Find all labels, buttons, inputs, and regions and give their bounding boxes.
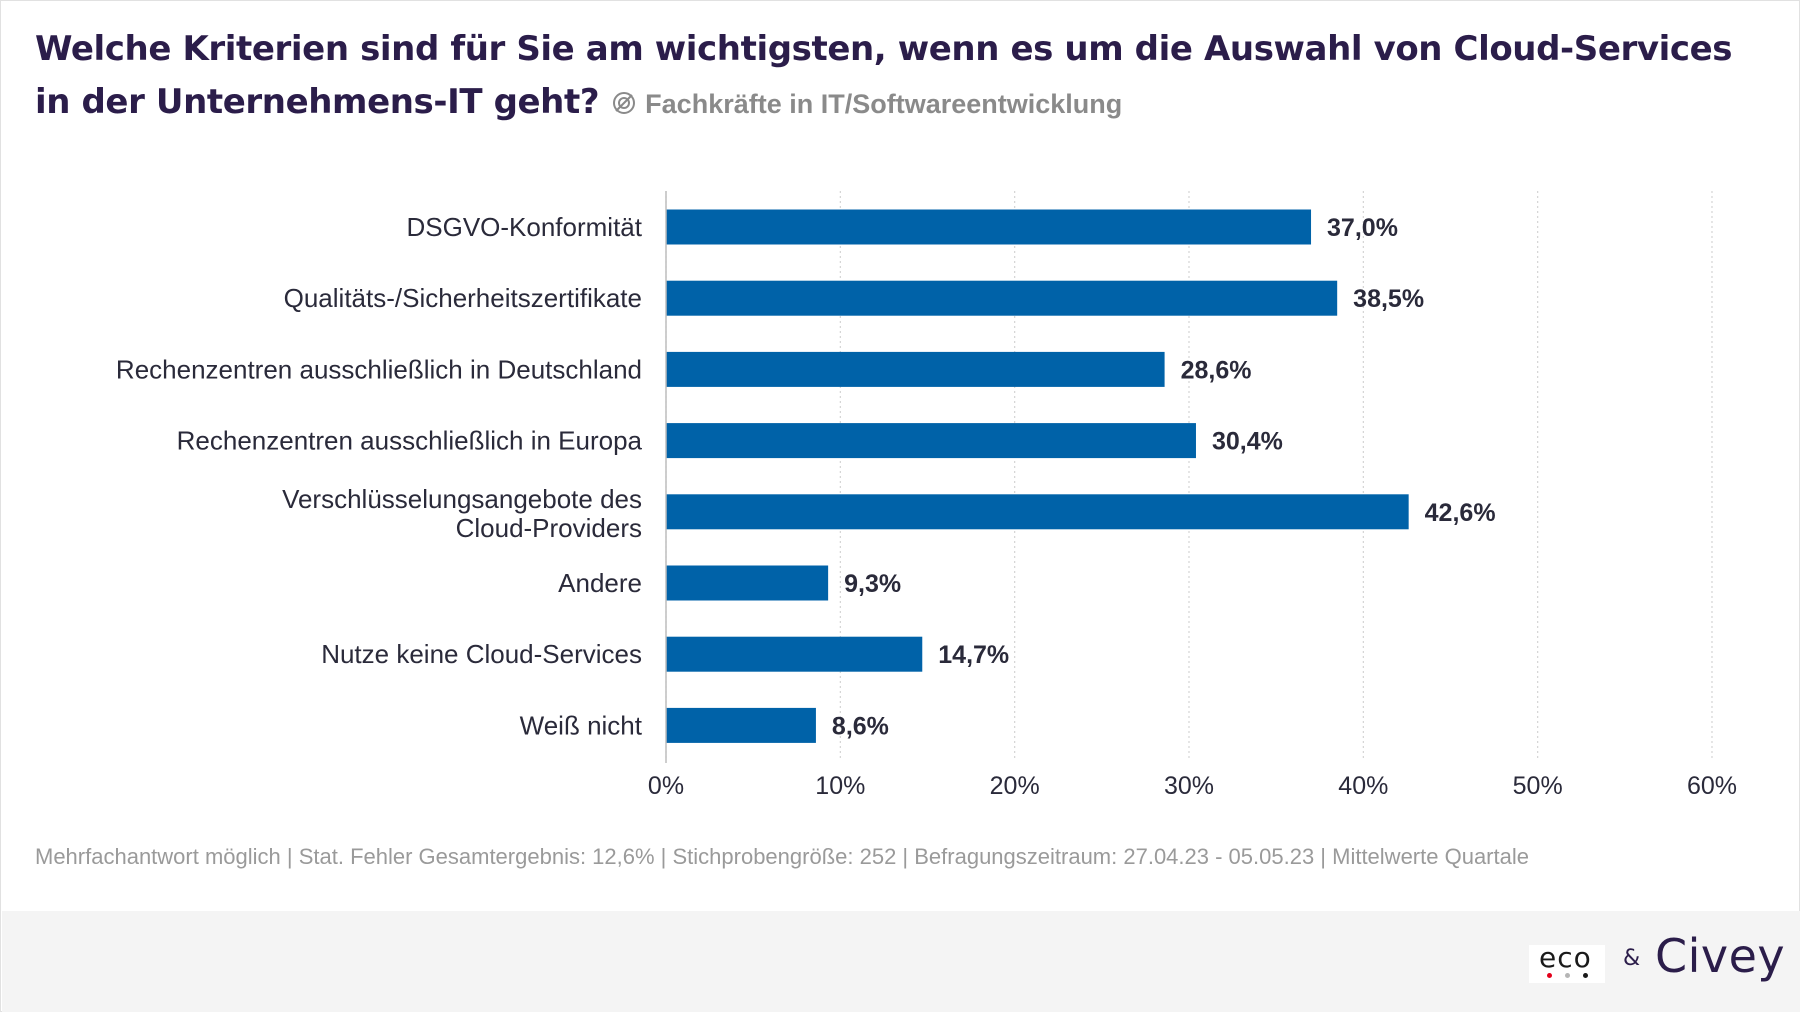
eco-logo-dot-black — [1583, 973, 1588, 978]
category-label: Rechenzentren ausschließlich in Europa — [177, 426, 643, 456]
audience-label: Fachkräfte in IT/Softwareentwicklung — [645, 89, 1123, 119]
data-label: 8,6% — [832, 712, 889, 740]
civey-logo: Civey — [1655, 929, 1786, 983]
x-tick-label: 20% — [990, 772, 1040, 800]
bar — [666, 280, 1338, 316]
data-label: 14,7% — [938, 641, 1009, 669]
eco-logo-text: eco — [1539, 941, 1592, 974]
x-tick-label: 0% — [648, 772, 684, 800]
footer-bar — [2, 911, 1800, 1012]
ampersand: & — [1623, 946, 1641, 971]
eco-logo-dot-red — [1547, 973, 1552, 978]
bar — [666, 494, 1409, 530]
category-label: Andere — [558, 568, 642, 598]
x-tick-label: 30% — [1164, 772, 1214, 800]
bar — [666, 351, 1165, 387]
bar — [666, 209, 1312, 245]
data-label: 38,5% — [1353, 285, 1424, 313]
data-label: 28,6% — [1181, 356, 1252, 384]
chart-title: Welche Kriterien sind für Sie am wichtig… — [35, 23, 1755, 131]
x-tick-label: 40% — [1338, 772, 1388, 800]
bar — [666, 423, 1196, 459]
category-label: Qualitäts-/Sicherheitszertifikate — [284, 283, 642, 313]
x-tick-label: 60% — [1687, 772, 1737, 800]
x-tick-label: 10% — [815, 772, 865, 800]
eco-logo: eco — [1529, 941, 1605, 983]
question-text: Welche Kriterien sind für Sie am wichtig… — [35, 29, 1733, 122]
bar — [666, 565, 829, 601]
bar-chart: 0% 10% 20% 30% 40% 50% 60% 37,0% DSGVO-Konformit… — [116, 191, 1737, 800]
footnote: Mehrfachantwort möglich | Stat. Fehler G… — [35, 844, 1529, 869]
category-label: Weiß nicht — [520, 710, 643, 740]
x-tick-label: 50% — [1513, 772, 1563, 800]
category-label: DSGVO-Konformität — [406, 212, 642, 242]
data-label: 37,0% — [1327, 214, 1398, 242]
category-label: Rechenzentren ausschließlich in Deutschl… — [116, 354, 642, 384]
bar — [666, 636, 923, 672]
target-icon — [611, 79, 637, 114]
category-label: Nutze keine Cloud-Services — [321, 639, 642, 669]
category-label: Verschlüsselungsangebote des Cloud-Provid… — [282, 484, 642, 543]
data-label: 30,4% — [1212, 428, 1283, 456]
bar — [666, 707, 816, 743]
eco-logo-dot-grey — [1565, 973, 1570, 978]
data-label: 9,3% — [844, 570, 901, 598]
data-label: 42,6% — [1425, 499, 1496, 527]
